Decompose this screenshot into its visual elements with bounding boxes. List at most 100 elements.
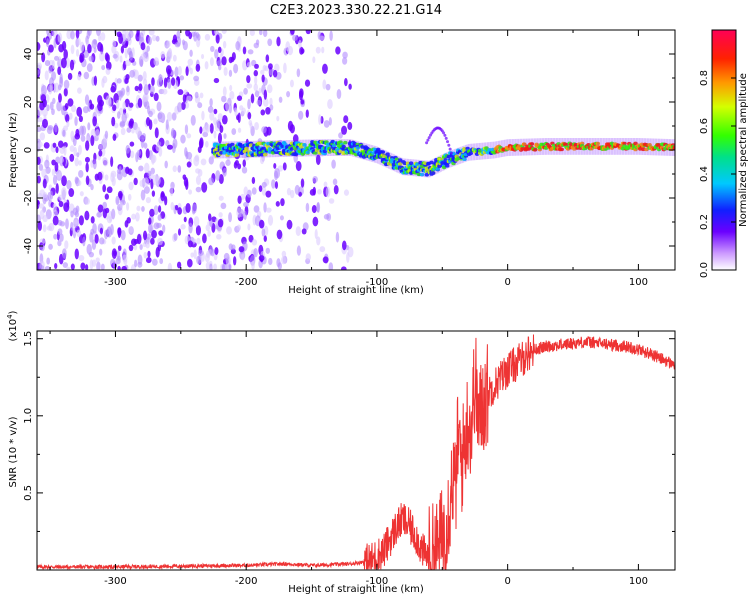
noise-speckle	[122, 101, 127, 110]
noise-speckle	[253, 205, 260, 213]
noise-speckle	[154, 205, 158, 214]
noise-speckle	[76, 229, 82, 238]
ridge-halo	[380, 148, 383, 166]
noise-speckle	[90, 216, 95, 224]
noise-speckle	[105, 61, 112, 71]
noise-speckle	[84, 156, 90, 163]
noise-speckle	[226, 226, 232, 235]
noise-speckle	[80, 134, 86, 142]
noise-speckle	[299, 88, 304, 98]
arc-feature	[449, 151, 453, 155]
noise-speckle	[189, 49, 193, 57]
ridge-halo	[301, 139, 304, 157]
snr-x-ticks: -300 -200 -100 0 100	[49, 331, 648, 587]
noise-speckle	[322, 256, 329, 264]
noise-speckle	[162, 88, 168, 95]
noise-speckle	[258, 185, 263, 192]
noise-speckle	[142, 230, 148, 241]
ridge-cell	[397, 162, 403, 166]
noise-speckle	[223, 133, 227, 139]
arc-feature	[425, 141, 429, 145]
noise-speckle	[312, 175, 318, 183]
noise-speckle	[171, 127, 175, 137]
noise-speckle	[78, 215, 84, 226]
noise-speckle	[74, 116, 78, 127]
ridge-halo	[278, 140, 281, 158]
noise-speckle	[205, 261, 210, 270]
noise-speckle	[91, 259, 97, 267]
noise-speckle	[121, 112, 127, 124]
noise-speckle	[86, 243, 92, 255]
ridge-cell	[532, 148, 538, 152]
noise-speckle	[51, 159, 56, 166]
noise-speckle	[151, 229, 157, 239]
ridge-cell	[263, 152, 268, 157]
noise-speckle	[115, 195, 120, 206]
x-tick-label: -300	[104, 576, 127, 587]
x-tick-label: -100	[366, 576, 389, 587]
ridge-halo	[314, 139, 317, 157]
noise-speckle	[120, 230, 126, 241]
noise-speckle	[221, 95, 227, 103]
y-tick-label: 1.5	[23, 331, 34, 347]
ridge-halo	[498, 140, 501, 158]
noise-speckle	[85, 140, 90, 151]
noise-speckle	[317, 189, 322, 195]
noise-speckle	[85, 264, 89, 270]
noise-speckle	[311, 205, 317, 214]
noise-speckle	[110, 85, 116, 93]
ridge-halo	[573, 138, 576, 155]
noise-speckle	[229, 84, 233, 92]
ridge-cell	[258, 141, 263, 146]
noise-speckle	[44, 70, 49, 81]
noise-speckle	[145, 197, 151, 204]
ridge-halo	[556, 138, 559, 155]
noise-speckle	[63, 79, 70, 90]
noise-speckle	[213, 263, 217, 270]
noise-speckle	[265, 207, 272, 213]
noise-speckle	[141, 206, 145, 212]
ridge-cell	[468, 151, 473, 156]
noise-speckle	[177, 165, 182, 173]
ridge-halo	[662, 138, 665, 156]
noise-speckle	[111, 236, 116, 245]
y-tick-label: 40	[23, 48, 34, 61]
noise-speckle	[204, 253, 210, 263]
noise-speckle	[217, 113, 223, 121]
y-tick-label: 0	[23, 147, 34, 153]
noise-speckle	[37, 69, 40, 75]
noise-speckle	[346, 252, 350, 263]
noise-speckle	[37, 156, 41, 166]
noise-speckle	[53, 233, 58, 240]
noise-speckle	[90, 135, 95, 147]
noise-speckle	[162, 224, 166, 234]
noise-speckle	[148, 30, 155, 36]
noise-speckle	[142, 71, 147, 81]
noise-speckle	[37, 175, 41, 184]
noise-speckle	[61, 175, 67, 187]
noise-speckle	[149, 85, 155, 94]
ridge-halo	[358, 141, 361, 159]
noise-speckle	[195, 63, 201, 72]
noise-speckle	[241, 253, 245, 261]
noise-speckle	[241, 107, 246, 115]
ridge-halo	[221, 141, 224, 159]
ridge-halo	[549, 138, 552, 155]
noise-speckle	[248, 119, 253, 126]
noise-speckle	[128, 181, 134, 191]
noise-speckle	[314, 228, 318, 240]
noise-speckle	[98, 144, 105, 150]
noise-speckle	[86, 136, 91, 142]
noise-speckle	[84, 210, 90, 221]
ridge-halo	[554, 138, 557, 155]
noise-speckle	[47, 124, 54, 131]
noise-speckle	[321, 46, 325, 54]
noise-speckle	[116, 78, 122, 84]
arc-feature	[447, 143, 451, 147]
ridge-cell	[305, 150, 310, 155]
noise-speckle	[172, 34, 178, 43]
noise-speckle	[209, 263, 213, 270]
ridge-cell	[385, 152, 390, 157]
noise-speckle	[237, 112, 241, 124]
